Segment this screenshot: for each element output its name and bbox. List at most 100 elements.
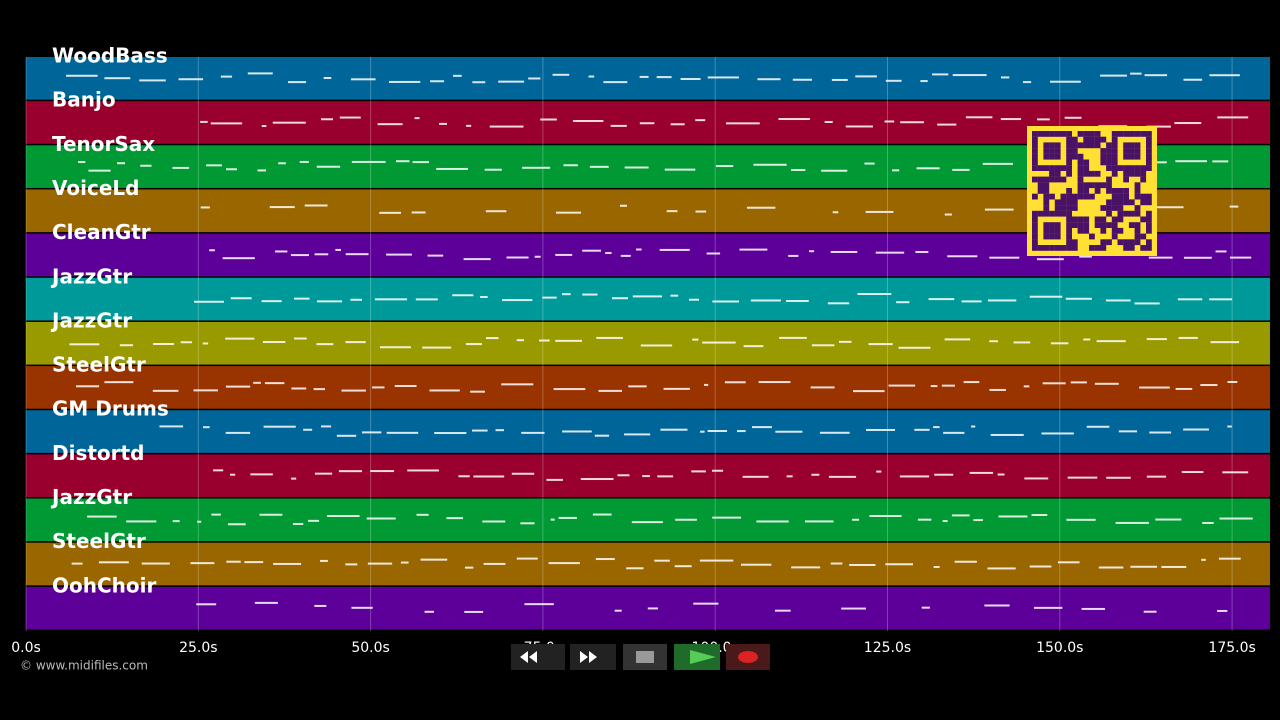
- note: [811, 344, 835, 347]
- track-row: [26, 410, 1270, 453]
- note: [845, 125, 873, 128]
- note: [1155, 518, 1182, 521]
- note: [1067, 476, 1098, 479]
- qr-cell: [1111, 199, 1118, 206]
- qr-cell: [1032, 131, 1038, 137]
- track-row: [26, 542, 1270, 586]
- note: [263, 425, 296, 428]
- rewind-button[interactable]: [511, 644, 565, 670]
- note: [76, 385, 100, 388]
- note: [605, 252, 612, 255]
- note: [294, 337, 307, 340]
- qr-cell: [1100, 239, 1107, 246]
- note: [1118, 430, 1138, 433]
- note: [209, 249, 215, 252]
- tick-label: 150.0s: [1036, 640, 1083, 656]
- note: [226, 168, 237, 171]
- qr-cell: [1106, 182, 1112, 189]
- note: [1144, 74, 1168, 77]
- note: [626, 567, 644, 570]
- note: [632, 295, 663, 298]
- qr-cell: [1071, 136, 1078, 143]
- note: [1219, 517, 1253, 520]
- qr-cell: [1043, 142, 1050, 149]
- qr-cell: [1077, 176, 1084, 183]
- qr-cell: [1123, 239, 1129, 246]
- copyright: © www.midifiles.com: [20, 659, 148, 673]
- qr-cell: [1066, 131, 1072, 137]
- qr-cell: [1123, 176, 1129, 183]
- note: [828, 475, 857, 478]
- note: [225, 385, 251, 388]
- note: [592, 513, 612, 516]
- qr-cell: [1066, 239, 1072, 246]
- note: [933, 426, 940, 429]
- qr-cell: [1083, 182, 1090, 189]
- note: [339, 116, 361, 119]
- qr-cell: [1054, 176, 1061, 183]
- note: [539, 339, 550, 342]
- qr-cell: [1134, 182, 1141, 189]
- note: [320, 559, 328, 562]
- note: [674, 565, 692, 568]
- note: [141, 562, 170, 565]
- qr-cell: [1066, 193, 1072, 200]
- note: [582, 249, 602, 252]
- note: [66, 74, 98, 77]
- note: [1134, 302, 1160, 305]
- qr-cell: [1054, 222, 1061, 228]
- note: [463, 258, 491, 261]
- qr-cell: [1054, 227, 1061, 234]
- note: [1098, 566, 1124, 569]
- qr-cell: [1083, 165, 1090, 171]
- qr-cell: [1037, 245, 1044, 251]
- qr-cell: [1071, 193, 1078, 200]
- note: [827, 302, 850, 305]
- note: [458, 475, 470, 478]
- note: [1146, 338, 1167, 341]
- qr-cell: [1134, 188, 1141, 194]
- qr-cell: [1111, 233, 1118, 240]
- qr-cell: [1094, 188, 1101, 194]
- note: [989, 256, 1020, 259]
- note: [855, 75, 877, 78]
- note: [971, 425, 976, 428]
- note: [663, 387, 690, 390]
- note: [119, 344, 134, 347]
- qr-cell: [1043, 227, 1050, 234]
- qr-cell: [1077, 216, 1084, 223]
- note: [899, 475, 930, 478]
- note: [695, 210, 707, 213]
- qr-cell: [1032, 176, 1038, 183]
- note: [1029, 565, 1052, 568]
- note: [446, 517, 464, 520]
- qr-cell: [1049, 131, 1055, 137]
- note: [832, 211, 839, 214]
- qr-cell: [1106, 153, 1112, 160]
- track-name: SteelGtr: [52, 353, 146, 377]
- note: [1209, 74, 1240, 77]
- qr-cell: [1094, 136, 1101, 143]
- qr-cell: [1128, 148, 1135, 154]
- note: [1000, 118, 1022, 121]
- note: [466, 124, 472, 127]
- qr-cell: [1083, 216, 1090, 223]
- note: [852, 518, 860, 521]
- qr-cell: [1094, 222, 1101, 228]
- qr-cell: [1071, 245, 1078, 251]
- note: [516, 557, 538, 560]
- note: [194, 300, 224, 303]
- note: [327, 514, 360, 517]
- note: [534, 255, 541, 258]
- qr-cell: [1043, 205, 1050, 211]
- note: [699, 559, 734, 562]
- qr-cell: [1083, 159, 1090, 166]
- qr-cell: [1111, 159, 1118, 166]
- note: [314, 253, 329, 256]
- note: [257, 169, 267, 172]
- note: [540, 118, 557, 121]
- note: [1081, 607, 1106, 610]
- note: [809, 250, 815, 253]
- note: [1143, 610, 1157, 613]
- note: [594, 434, 610, 437]
